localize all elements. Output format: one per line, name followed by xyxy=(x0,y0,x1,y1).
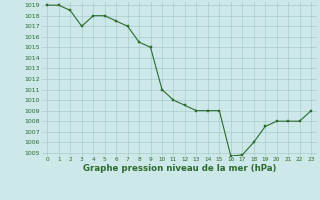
X-axis label: Graphe pression niveau de la mer (hPa): Graphe pression niveau de la mer (hPa) xyxy=(83,164,276,173)
